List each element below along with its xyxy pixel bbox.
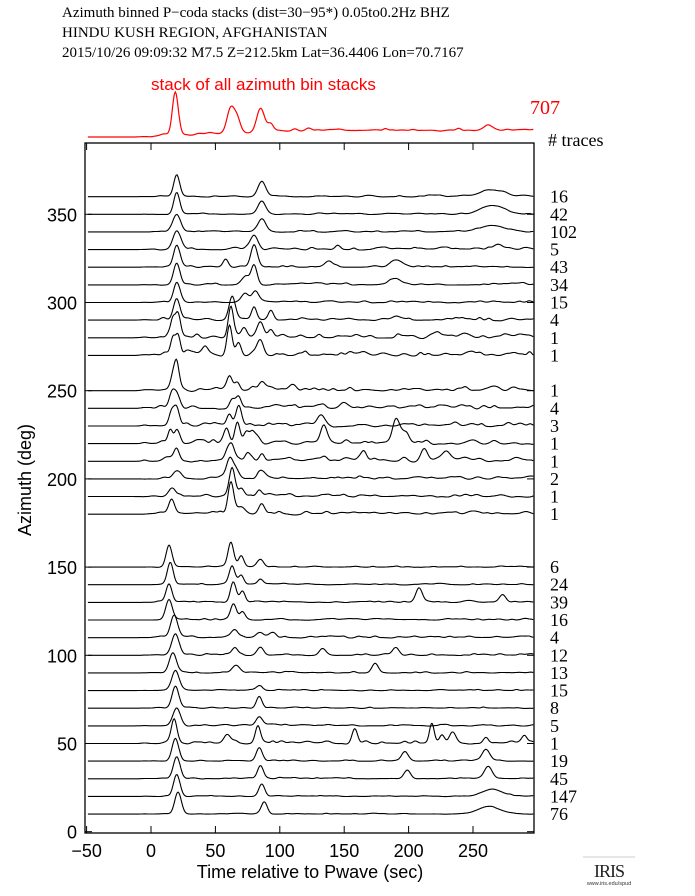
trace-count: 2 [550, 469, 559, 489]
svg-text:www.iris.edu/spud: www.iris.edu/spud [586, 881, 631, 887]
x-tick-label: 150 [329, 841, 359, 861]
trace-az-50 [87, 718, 534, 745]
y-tick-label: 300 [47, 294, 77, 314]
trace-count: 1 [550, 487, 559, 507]
y-tick-label: 0 [67, 823, 77, 843]
trace-az-270 [87, 323, 534, 357]
stack-trace [87, 90, 534, 138]
trace-count: 5 [550, 240, 559, 260]
trace-az-110 [87, 614, 534, 639]
trace-count: 1 [550, 434, 559, 454]
trace-count: 1 [550, 504, 559, 524]
trace-az-310 [87, 262, 534, 286]
trace-group [87, 174, 534, 815]
trace-count: 16 [550, 187, 568, 207]
trace-count: 16 [550, 610, 568, 630]
svg-text:IRIS: IRIS [594, 861, 624, 881]
trace-az-320 [87, 244, 534, 269]
trace-count-header: # traces [548, 130, 603, 150]
trace-az-70 [87, 685, 534, 709]
y-tick-label: 250 [47, 382, 77, 402]
trace-az-220 [87, 417, 534, 445]
trace-az-360 [87, 174, 534, 198]
trace-count: 45 [550, 769, 568, 789]
trace-az-190 [87, 466, 534, 498]
trace-count: 102 [550, 222, 577, 242]
x-tick-label: 250 [458, 841, 488, 861]
x-tick-label: 100 [265, 841, 295, 861]
trace-count: 4 [550, 310, 559, 330]
trace-count: 43 [550, 257, 568, 277]
trace-count: 15 [550, 293, 568, 313]
plot-frame [84, 142, 535, 834]
trace-count: 1 [550, 328, 559, 348]
trace-count: 1 [550, 451, 559, 471]
trace-count: 8 [550, 698, 559, 718]
trace-count: 4 [550, 398, 559, 418]
trace-az-230 [87, 404, 534, 428]
trace-az-40 [87, 737, 534, 762]
trace-az-200 [87, 456, 534, 480]
title-line-1: Azimuth binned P−coda stacks (dist=30−95… [62, 5, 450, 21]
title-line-2: HINDU KUSH REGION, AFGHANISTAN [62, 25, 328, 41]
trace-az-140 [87, 561, 534, 586]
y-tick-label: 50 [57, 735, 77, 755]
trace-count: 5 [550, 716, 559, 736]
trace-count: 1 [550, 345, 559, 365]
trace-az-180 [87, 480, 534, 516]
trace-count: 1 [550, 734, 559, 754]
trace-count: 15 [550, 681, 568, 701]
stack-count: 707 [530, 97, 560, 119]
y-tick-label: 100 [47, 646, 77, 666]
trace-az-330 [87, 230, 534, 251]
trace-count: 24 [550, 575, 568, 595]
trace-az-20 [87, 773, 534, 798]
trace-az-280 [87, 305, 534, 340]
trace-az-240 [87, 388, 534, 410]
trace-az-210 [87, 442, 534, 463]
trace-az-150 [87, 541, 534, 568]
trace-az-80 [87, 669, 534, 692]
x-axis-label: Time relative to Pwave (sec) [197, 862, 423, 882]
trace-az-290 [87, 295, 534, 322]
y-axis-label: Azimuth (deg) [15, 424, 35, 536]
x-tick-label: 200 [394, 841, 424, 861]
trace-count: 147 [550, 786, 577, 806]
trace-az-30 [87, 756, 534, 780]
title-line-3: 2015/10/26 09:09:32 M7.5 Z=212.5km Lat=3… [62, 45, 464, 61]
trace-az-250 [87, 358, 534, 392]
y-tick-label: 350 [47, 205, 77, 225]
trace-count: 19 [550, 751, 568, 771]
trace-count: 6 [550, 557, 559, 577]
y-tick-label: 150 [47, 558, 77, 578]
trace-az-300 [87, 281, 534, 304]
trace-az-10 [87, 791, 534, 815]
iris-logo: IRIS www.iris.edu/spud [583, 856, 635, 887]
chart-title: Azimuth binned P−coda stacks (dist=30−95… [62, 5, 464, 61]
trace-az-120 [87, 598, 534, 621]
x-tick-label: 0 [146, 841, 156, 861]
trace-count: 4 [550, 628, 559, 648]
trace-count: 3 [550, 416, 559, 436]
trace-az-130 [87, 581, 534, 604]
trace-count: 39 [550, 592, 568, 612]
trace-count: 42 [550, 204, 568, 224]
trace-count: 34 [550, 275, 568, 295]
trace-az-90 [87, 652, 534, 674]
trace-count: 76 [550, 804, 568, 824]
y-tick-label: 200 [47, 470, 77, 490]
trace-az-100 [87, 633, 534, 657]
trace-count: 1 [550, 381, 559, 401]
trace-az-60 [87, 707, 534, 727]
trace-count: 12 [550, 645, 568, 665]
x-tick-label: 50 [205, 841, 225, 861]
x-tick-label: −50 [71, 841, 102, 861]
trace-count-labels: 1642102543341541114311211624391641213158… [550, 187, 577, 824]
trace-az-350 [87, 191, 534, 216]
stack-label: stack of all azimuth bin stacks [151, 75, 376, 94]
trace-count: 13 [550, 663, 568, 683]
trace-az-340 [87, 213, 534, 233]
